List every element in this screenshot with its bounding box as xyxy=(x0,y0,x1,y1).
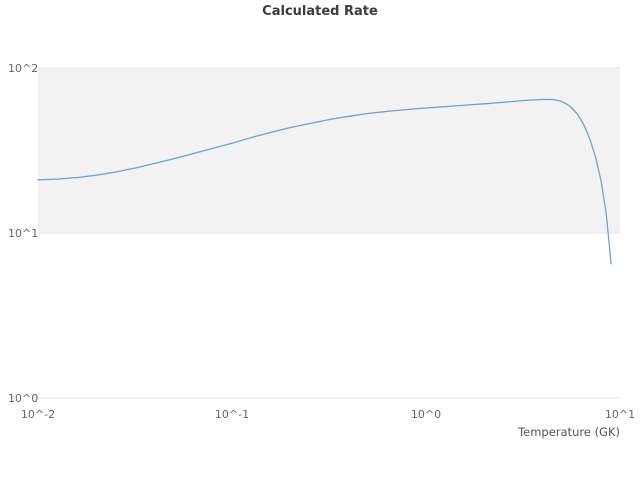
y-tick-label: 10^1 xyxy=(8,227,38,240)
x-tick-label: 10^-1 xyxy=(215,408,249,421)
series-line-calculated-rate xyxy=(37,98,612,265)
y-tick-label: 10^0 xyxy=(8,392,38,405)
y-tick-label: 10^2 xyxy=(8,62,38,75)
x-axis-label: Temperature (GK) xyxy=(517,425,620,439)
x-tick-label: 10^0 xyxy=(411,408,441,421)
grid-band xyxy=(38,68,620,233)
chart-title: Calculated Rate xyxy=(262,4,378,19)
x-tick-label: 10^1 xyxy=(605,408,635,421)
x-tick-label: 10^-2 xyxy=(21,408,55,421)
